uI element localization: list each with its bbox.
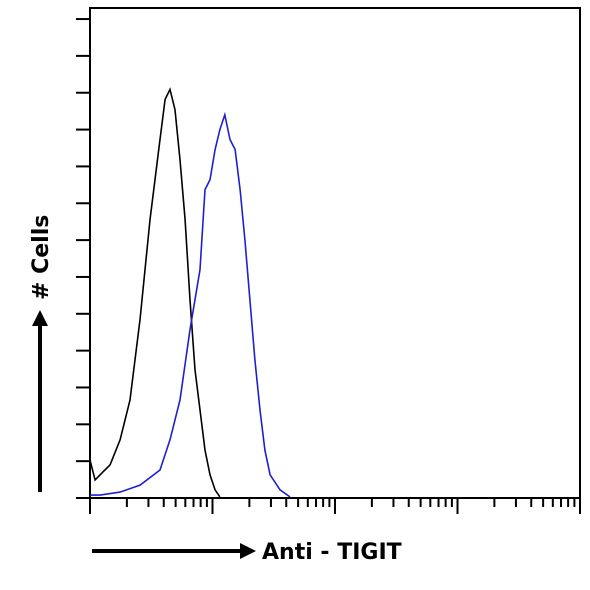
y-axis-label: # Cells — [29, 215, 54, 300]
x-axis-label: Anti - TIGIT — [262, 540, 402, 565]
plot-frame — [89, 7, 581, 499]
histogram-line — [89, 87, 221, 498]
histogram-line — [90, 111, 291, 498]
x-arrow-head — [240, 543, 256, 559]
y-arrow-head — [32, 310, 48, 326]
